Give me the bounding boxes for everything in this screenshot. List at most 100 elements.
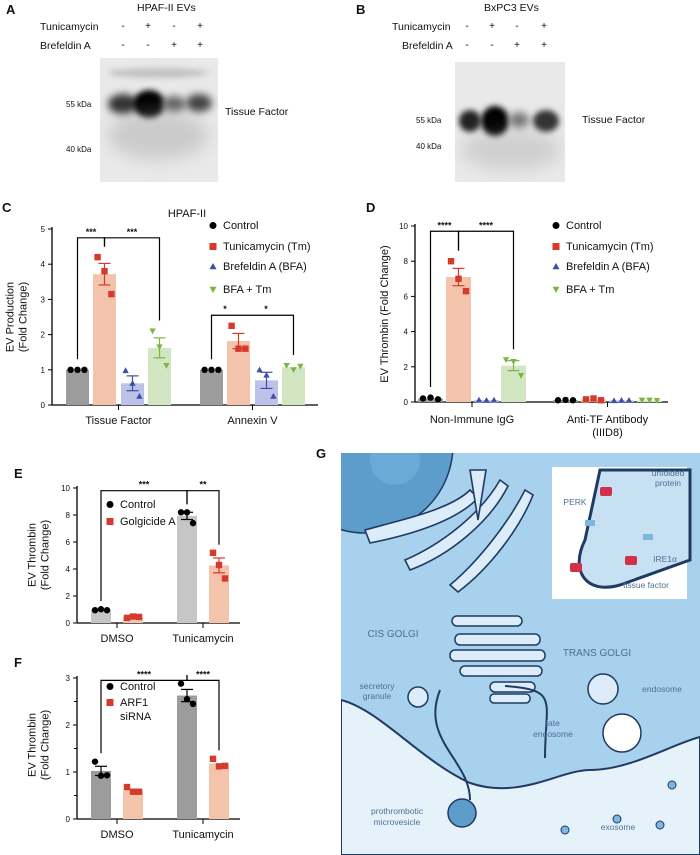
y-tick-label: 5 — [41, 225, 46, 234]
bar — [227, 341, 250, 405]
bar — [66, 369, 89, 405]
data-point — [297, 363, 304, 370]
label-cis-golgi: CIS GOLGI — [367, 629, 418, 640]
y-axis-label: EV Thrombin (Fold Change) — [379, 245, 391, 382]
legend-marker — [209, 222, 217, 229]
legend-label: BFA + Tm — [223, 284, 271, 296]
sign: + — [171, 40, 177, 51]
legend-label: BFA + Tm — [566, 284, 614, 296]
data-point — [183, 695, 191, 703]
significance-bracket — [186, 675, 220, 751]
label-perk: PERK — [563, 497, 586, 507]
data-point — [97, 772, 105, 779]
data-point — [129, 379, 136, 386]
label-microvesicle: microvesicle — [374, 817, 421, 827]
data-point — [462, 287, 470, 295]
band-label-b: Tissue Factor — [582, 114, 646, 126]
data-point — [427, 394, 434, 401]
data-point — [108, 290, 115, 298]
data-point — [91, 758, 99, 765]
mw-40-b: 40 kDa — [416, 142, 442, 151]
significance-bracket — [457, 230, 515, 350]
data-point — [638, 397, 646, 404]
legend-marker — [106, 683, 114, 690]
y-tick-label: 0 — [66, 815, 71, 824]
significance-label: *** — [86, 227, 97, 237]
prothrombotic-microvesicle — [447, 798, 477, 828]
bar — [123, 790, 143, 819]
data-point — [597, 397, 605, 404]
legend-label: Brefeldin A (BFA) — [566, 261, 650, 273]
panel-label-a: A — [6, 2, 16, 17]
late-endosome — [602, 713, 642, 753]
category-label: DMSO — [101, 829, 134, 841]
data-point — [475, 396, 483, 403]
significance-label: *** — [127, 227, 138, 237]
data-point — [91, 606, 99, 614]
significance-label: * — [223, 304, 227, 314]
category-label: Tunicamycin — [172, 633, 233, 645]
data-point — [201, 366, 208, 373]
category-label: Tissue Factor — [85, 415, 152, 427]
y-axis-label: (Fold Change) — [40, 520, 52, 590]
significance-label: * — [264, 304, 268, 314]
label-tissue-factor: tissue factor — [623, 580, 669, 590]
significance-label: **** — [479, 220, 494, 230]
illustration-labels: unfolded protein PERK IRE1α tissue facto… — [360, 468, 685, 832]
label-exosome: exosome — [601, 822, 636, 832]
data-point — [101, 268, 108, 275]
exosome — [612, 814, 622, 824]
sign: - — [121, 40, 125, 51]
significance-bracket — [186, 490, 220, 545]
panel-label-d: D — [366, 200, 376, 215]
category-label: (IIID8) — [592, 427, 623, 439]
sign: + — [541, 21, 547, 32]
data-point — [502, 357, 510, 363]
legend-marker — [106, 518, 114, 525]
bar — [91, 770, 111, 819]
data-point — [490, 396, 498, 403]
data-point — [283, 363, 290, 369]
sign: + — [514, 40, 520, 51]
legend-label: Control — [566, 220, 601, 232]
data-point — [510, 358, 517, 365]
sign: + — [197, 40, 203, 51]
data-point — [582, 396, 590, 403]
significance-bracket — [238, 314, 295, 356]
significance-label: **** — [437, 220, 452, 230]
y-axis-label: EV Thrombin — [27, 523, 39, 587]
data-point — [135, 788, 143, 795]
data-point — [123, 614, 131, 622]
y-tick-label: 2 — [404, 363, 409, 372]
sign: + — [197, 21, 203, 32]
data-point — [122, 367, 129, 374]
data-point — [74, 366, 81, 373]
secretory-granule — [407, 686, 429, 708]
bar — [501, 365, 526, 402]
label-granule: granule — [363, 691, 392, 701]
data-point — [129, 788, 137, 795]
band-label-a: Tissue Factor — [225, 106, 289, 118]
category-label: Anti-TF Antibody — [567, 414, 649, 426]
significance-label: *** — [139, 480, 150, 490]
data-point — [618, 397, 625, 403]
y-tick-label: 10 — [399, 222, 408, 231]
data-point — [129, 613, 137, 620]
legend-label: Control — [120, 681, 155, 693]
bar — [177, 695, 197, 819]
er-golgi-illustration: unfolded protein PERK IRE1α tissue facto… — [341, 453, 700, 855]
golgi-stack — [449, 615, 546, 704]
legend-label: siRNA — [120, 711, 152, 723]
legend-label: Control — [223, 220, 258, 232]
category-label: Annexin V — [227, 415, 278, 427]
y-tick-label: 6 — [66, 538, 71, 547]
label-secretory: secretory — [360, 681, 396, 691]
sign: - — [465, 40, 469, 51]
label-protein: protein — [655, 478, 681, 488]
legend-label: Tunicamycin (Tm) — [223, 241, 311, 253]
y-axis-label: (Fold Change) — [18, 282, 30, 352]
bar — [121, 383, 144, 405]
data-point — [434, 396, 442, 403]
